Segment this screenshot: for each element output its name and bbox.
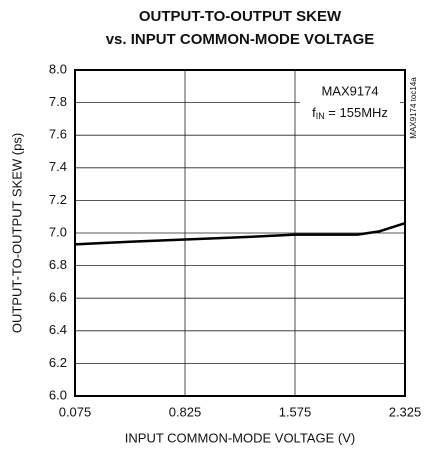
- x-tick-label: 1.575: [279, 404, 312, 419]
- x-tick-label: 2.325: [389, 404, 422, 419]
- annotation-background: [300, 78, 400, 124]
- y-tick-label: 6.6: [49, 290, 67, 305]
- chart-title: OUTPUT-TO-OUTPUT SKEW: [139, 8, 342, 25]
- y-tick-label: 7.4: [49, 159, 67, 174]
- x-tick-label: 0.075: [59, 404, 92, 419]
- x-tick-label: 0.825: [169, 404, 202, 419]
- annotation: MAX9174: [321, 83, 378, 98]
- y-tick-label: 7.2: [49, 192, 67, 207]
- chart-title: vs. INPUT COMMON-MODE VOLTAGE: [106, 31, 375, 48]
- y-axis-label: OUTPUT-TO-OUTPUT SKEW (ps): [9, 133, 24, 333]
- annotation: fIN = 155MHz: [312, 105, 388, 121]
- plot-frame: [74, 69, 406, 397]
- side-note: MAX9174 toc14a: [409, 77, 418, 139]
- y-tick-label: 6.4: [49, 322, 67, 337]
- y-tick-label: 7.0: [49, 224, 67, 239]
- y-tick-label: 7.6: [49, 127, 67, 142]
- y-tick-label: 6.0: [49, 387, 67, 402]
- annotation-part: f: [312, 105, 316, 120]
- annotation-part: = 155MHz: [325, 105, 388, 120]
- y-tick-label: 6.2: [49, 355, 67, 370]
- y-tick-label: 7.8: [49, 94, 67, 109]
- y-tick-label: 6.8: [49, 257, 67, 272]
- y-tick-label: 8.0: [49, 61, 67, 76]
- annotation-sub: IN: [316, 111, 325, 121]
- x-axis-label: INPUT COMMON-MODE VOLTAGE (V): [125, 430, 355, 445]
- data-line: [74, 222, 406, 246]
